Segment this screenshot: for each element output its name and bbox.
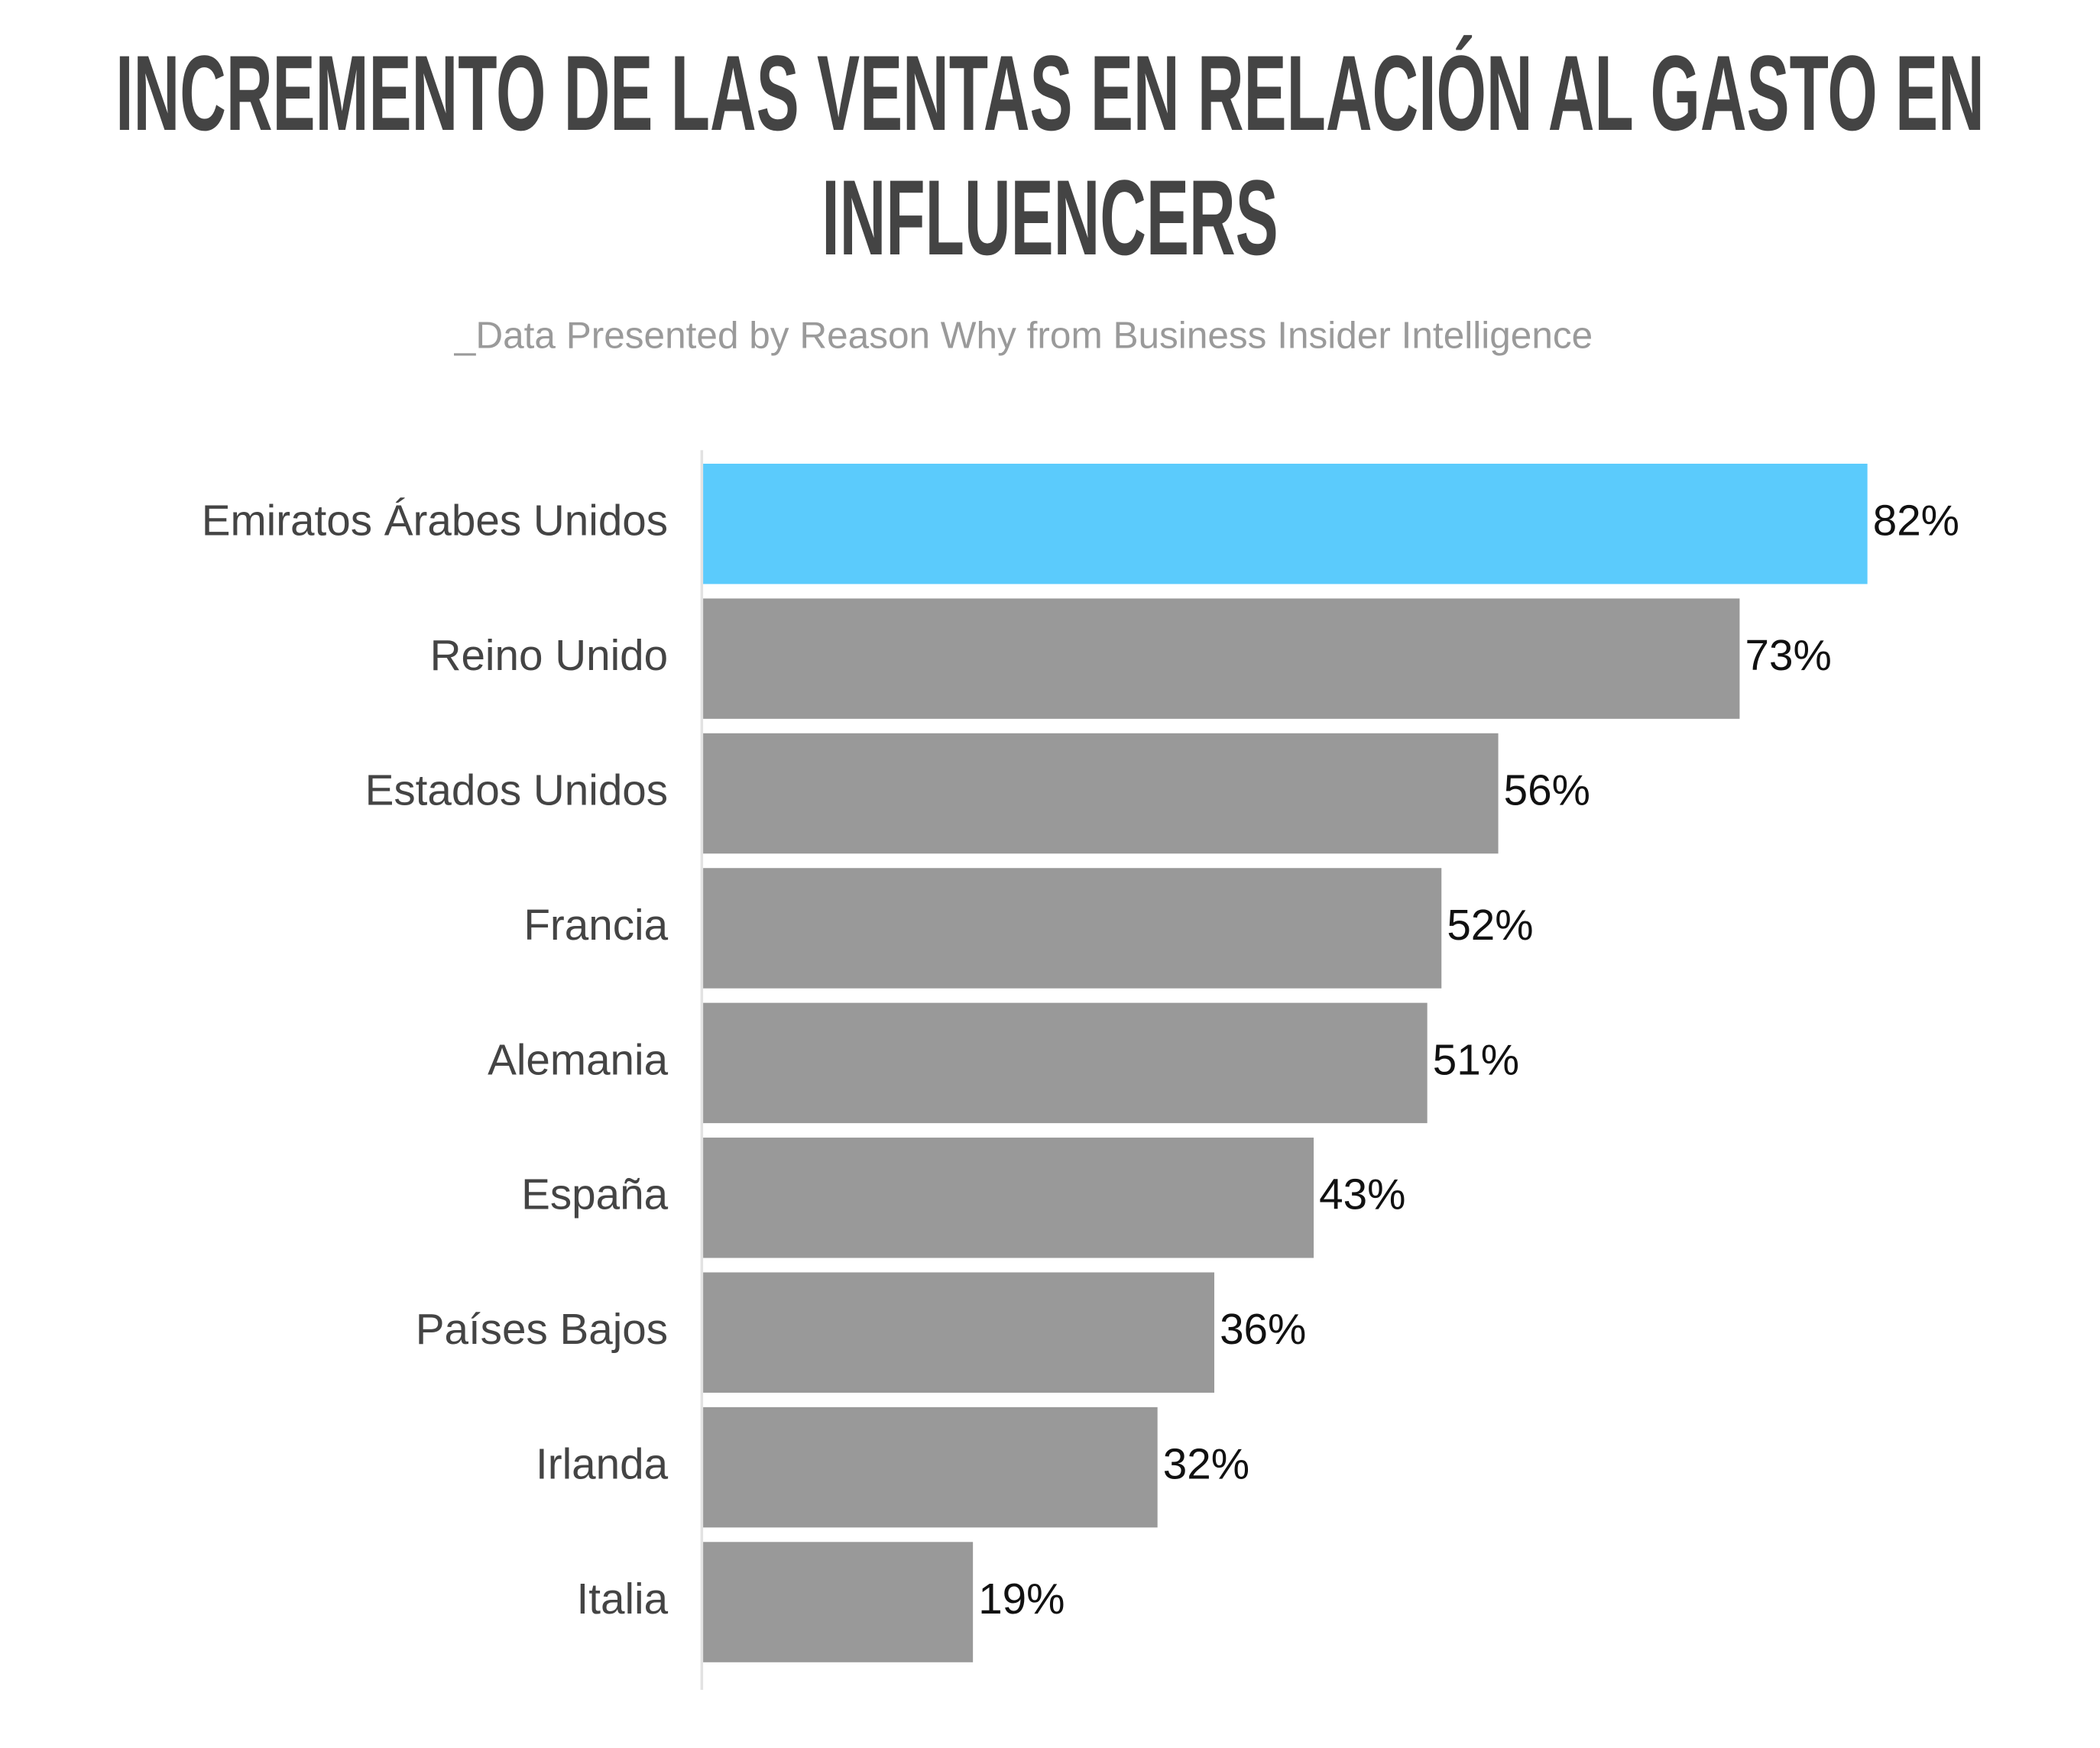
bar xyxy=(703,463,1868,584)
chart-title: INCREMENTO DE LAS VENTAS EN RELACIÓN AL … xyxy=(115,33,1985,277)
value-label: 32% xyxy=(1163,1440,1249,1488)
bar xyxy=(703,1138,1314,1258)
value-label: 73% xyxy=(1745,631,1832,679)
y-tick-label: España xyxy=(521,1170,669,1219)
y-tick-label: Alemania xyxy=(488,1035,669,1083)
bar xyxy=(703,1542,974,1662)
y-tick-label: Estados Unidos xyxy=(365,766,669,814)
bar xyxy=(703,1002,1428,1124)
bar xyxy=(703,868,1442,989)
value-label: 56% xyxy=(1504,766,1590,814)
value-label: 82% xyxy=(1873,497,1959,545)
bar xyxy=(703,1272,1214,1393)
value-label: 36% xyxy=(1220,1305,1306,1353)
y-tick-label: Países Bajos xyxy=(416,1305,668,1353)
y-tick-label: Emiratos Árabes Unidos xyxy=(202,497,668,545)
bar xyxy=(703,1406,1158,1528)
y-tick-label: Italia xyxy=(577,1575,669,1623)
value-label: 43% xyxy=(1319,1170,1405,1219)
bar xyxy=(703,733,1499,854)
chart-subtitle: _Data Presented by Reason Why from Busin… xyxy=(454,314,1593,356)
bar xyxy=(703,598,1740,719)
value-label: 19% xyxy=(978,1575,1065,1623)
y-tick-label: Francia xyxy=(523,901,668,949)
value-label: 52% xyxy=(1447,901,1533,949)
y-tick-label: Irlanda xyxy=(536,1440,669,1488)
y-tick-label: Reino Unido xyxy=(430,631,669,679)
value-label: 51% xyxy=(1433,1035,1519,1083)
